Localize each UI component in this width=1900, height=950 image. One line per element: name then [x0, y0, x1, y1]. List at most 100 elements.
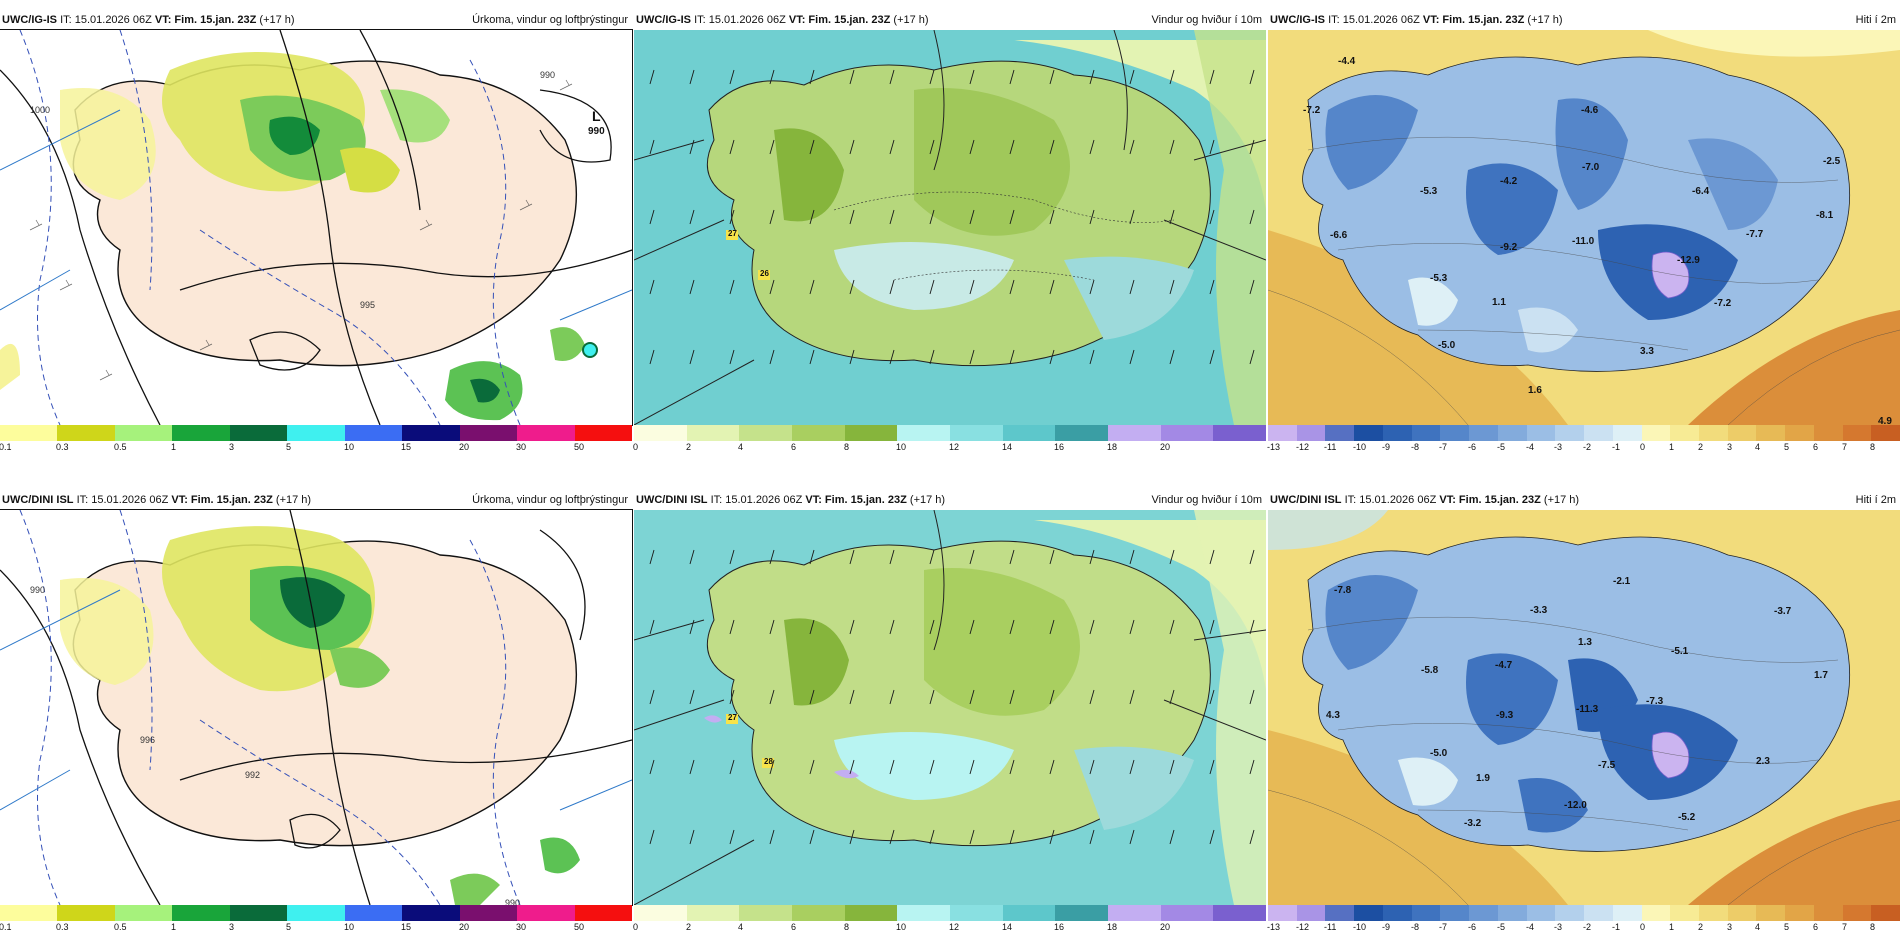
colorbar-tick: -4: [1526, 922, 1535, 932]
colorbar-swatch: [1842, 905, 1872, 921]
precip-map[interactable]: L 990 1000 990 995: [0, 29, 633, 426]
lead-time: (+17 h): [893, 14, 929, 26]
isobar-label: 990: [505, 898, 521, 905]
colorbar: [1268, 425, 1900, 441]
colorbar-swatch: [459, 905, 518, 921]
panel-title: Úrkoma, vindur og loftþrýstingur: [472, 494, 628, 506]
panel-wind-igis: UWC/IG-IS IT: 15.01.2026 06Z VT: Fim. 15…: [633, 10, 1267, 470]
valid-time: VT: Fim. 15.jan. 23Z: [805, 494, 907, 506]
colorbar-tick: -12: [1296, 442, 1310, 452]
temp-label: -5.8: [1421, 665, 1439, 676]
colorbar-swatch: [897, 425, 951, 441]
colorbar-tick: 2: [1698, 442, 1704, 452]
panel-title: Vindur og hviður í 10m: [1151, 14, 1262, 26]
colorbar-tick: 14: [1002, 922, 1013, 932]
colorbar-tick: 14: [1002, 442, 1013, 452]
colorbar-swatch: [1813, 905, 1843, 921]
colorbar-tick: 4: [738, 922, 744, 932]
temp-label: -5.2: [1678, 812, 1696, 823]
colorbar-swatch: [459, 425, 518, 441]
colorbar-swatch: [1108, 905, 1161, 921]
colorbar-tick: 3: [1727, 922, 1733, 932]
colorbar-tick: 5: [286, 442, 292, 452]
colorbar-tick: -1: [1612, 922, 1621, 932]
colorbar-tick: 2: [686, 922, 692, 932]
panel-title: Úrkoma, vindur og loftþrýstingur: [472, 14, 628, 26]
temp-label: 1.1: [1492, 297, 1506, 308]
temperature-map[interactable]: -4.4 -7.2 -4.6 -7.0 -4.2 -5.3 -6.4 -2.5 …: [1268, 30, 1900, 425]
lead-time: (+17 h): [909, 494, 946, 506]
colorbar-swatch: [634, 425, 687, 441]
colorbar-tick: 20: [1160, 442, 1171, 452]
colorbar-swatch: [1268, 905, 1297, 921]
temp-label: -12.0: [1564, 800, 1587, 811]
colorbar-swatch: [172, 905, 230, 921]
colorbar-tick: -10: [1353, 922, 1367, 932]
colorbar-tick: 3: [1727, 442, 1733, 452]
precip-map[interactable]: 990 996 992 990: [0, 509, 633, 906]
temp-label: -4.7: [1495, 660, 1513, 671]
colorbar-swatch: [1382, 905, 1412, 921]
colorbar-tick: 30: [516, 442, 527, 452]
colorbar-swatch: [844, 905, 898, 921]
colorbar-tick: 6: [791, 922, 797, 932]
colorbar-swatch: [739, 425, 793, 441]
isobar-label: 996: [140, 735, 156, 745]
colorbar-tick: 50: [574, 442, 585, 452]
temp-label: 1.9: [1476, 773, 1490, 784]
colorbar-swatch: [1756, 425, 1786, 441]
colorbar-tick: -9: [1382, 442, 1391, 452]
temp-label: 1.7: [1814, 670, 1828, 681]
init-time: IT: 15.01.2026 06Z: [1344, 494, 1437, 506]
colorbar-swatch: [1842, 425, 1872, 441]
wind-map[interactable]: 27 26: [634, 30, 1266, 425]
colorbar-tick: 1: [1669, 442, 1675, 452]
colorbar-tick: 18: [1107, 922, 1118, 932]
colorbar-ticks: 0 2 4 6 8 10 12 14 16 18 20: [633, 442, 1266, 456]
colorbar-tick: -1: [1612, 442, 1621, 452]
colorbar-swatch: [844, 425, 898, 441]
isobar-label: 992: [245, 770, 261, 780]
wind-map[interactable]: 27 28: [634, 510, 1266, 905]
init-time: IT: 15.01.2026 06Z: [1328, 14, 1420, 26]
colorbar-tick: 8: [844, 442, 850, 452]
colorbar-swatch: [686, 425, 740, 441]
lead-time: (+17 h): [1543, 494, 1580, 506]
colorbar-ticks: 0 2 4 6 8 10 12 14 16 18 20: [633, 922, 1266, 936]
colorbar-swatch: [1670, 905, 1700, 921]
colorbar: [1268, 905, 1900, 921]
colorbar-swatch: [1699, 905, 1728, 921]
colorbar-swatch: [344, 425, 403, 441]
colorbar-tick: 4: [738, 442, 744, 452]
colorbar-tick: -2: [1583, 442, 1592, 452]
temperature-map[interactable]: -7.8 -3.3 -2.1 -5.8 -4.7 1.3 -5.1 -3.7 1…: [1268, 510, 1900, 905]
model-name: UWC/IG-IS: [2, 14, 57, 26]
panel-temp-dini: UWC/DINI ISL IT: 15.01.2026 06Z VT: Fim.…: [1267, 490, 1900, 950]
colorbar-tick: 6: [791, 442, 797, 452]
colorbar-swatch: [897, 905, 951, 921]
colorbar-swatch: [1555, 425, 1585, 441]
temp-label: -4.2: [1500, 176, 1518, 187]
colorbar-tick: -4: [1526, 442, 1535, 452]
colorbar-tick: 0.5: [114, 922, 127, 932]
model-name: UWC/IG-IS: [636, 14, 691, 26]
temp-label: 1.3: [1578, 637, 1592, 648]
temp-label: -5.1: [1671, 646, 1689, 657]
colorbar-ticks: -13 -12 -11 -10 -9 -8 -7 -6 -5 -4 -3 -2 -1 0 1 2 3 4 5 6 7 8: [1267, 922, 1900, 936]
gust-label: 26: [760, 269, 769, 278]
temp-label: -3.7: [1774, 606, 1792, 617]
colorbar-swatch: [287, 905, 345, 921]
colorbar-tick: -6: [1468, 922, 1477, 932]
valid-time: VT: Fim. 15.jan. 23Z: [1439, 494, 1541, 506]
colorbar-swatch: [1584, 905, 1613, 921]
colorbar-swatch: [57, 425, 115, 441]
colorbar-swatch: [1497, 425, 1527, 441]
panel-wind-dini: UWC/DINI ISL IT: 15.01.2026 06Z VT: Fim.…: [633, 490, 1267, 950]
colorbar-swatch: [1612, 905, 1642, 921]
temp-label: -7.7: [1746, 229, 1764, 240]
model-name: UWC/DINI ISL: [1270, 494, 1342, 506]
colorbar-swatch: [1756, 905, 1786, 921]
colorbar-tick: 10: [896, 922, 907, 932]
colorbar-tick: 8: [1870, 442, 1876, 452]
colorbar-swatch: [1555, 905, 1585, 921]
